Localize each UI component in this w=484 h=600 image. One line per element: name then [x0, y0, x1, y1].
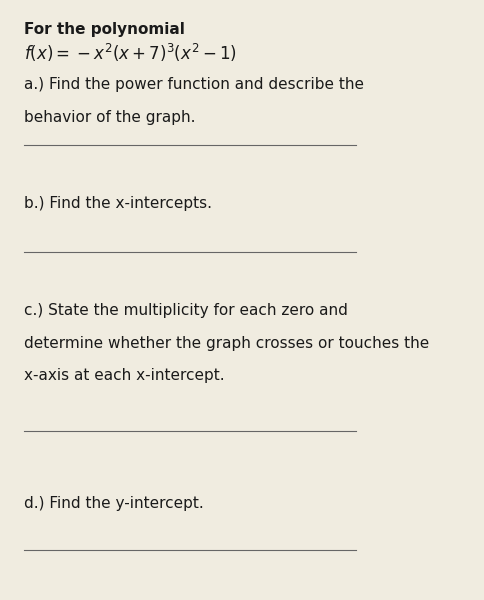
Text: c.) State the multiplicity for each zero and: c.) State the multiplicity for each zero… [24, 303, 348, 318]
Text: a.) Find the power function and describe the: a.) Find the power function and describe… [24, 77, 363, 92]
Text: d.) Find the y-intercept.: d.) Find the y-intercept. [24, 496, 204, 511]
Text: x-axis at each x-intercept.: x-axis at each x-intercept. [24, 368, 225, 383]
Text: For the polynomial: For the polynomial [24, 22, 185, 37]
Text: b.) Find the x-intercepts.: b.) Find the x-intercepts. [24, 196, 212, 211]
Text: determine whether the graph crosses or touches the: determine whether the graph crosses or t… [24, 335, 429, 350]
Text: behavior of the graph.: behavior of the graph. [24, 110, 196, 125]
Text: $f(x) = -x^2(x + 7)^3(x^2 - 1)$: $f(x) = -x^2(x + 7)^3(x^2 - 1)$ [24, 41, 237, 64]
